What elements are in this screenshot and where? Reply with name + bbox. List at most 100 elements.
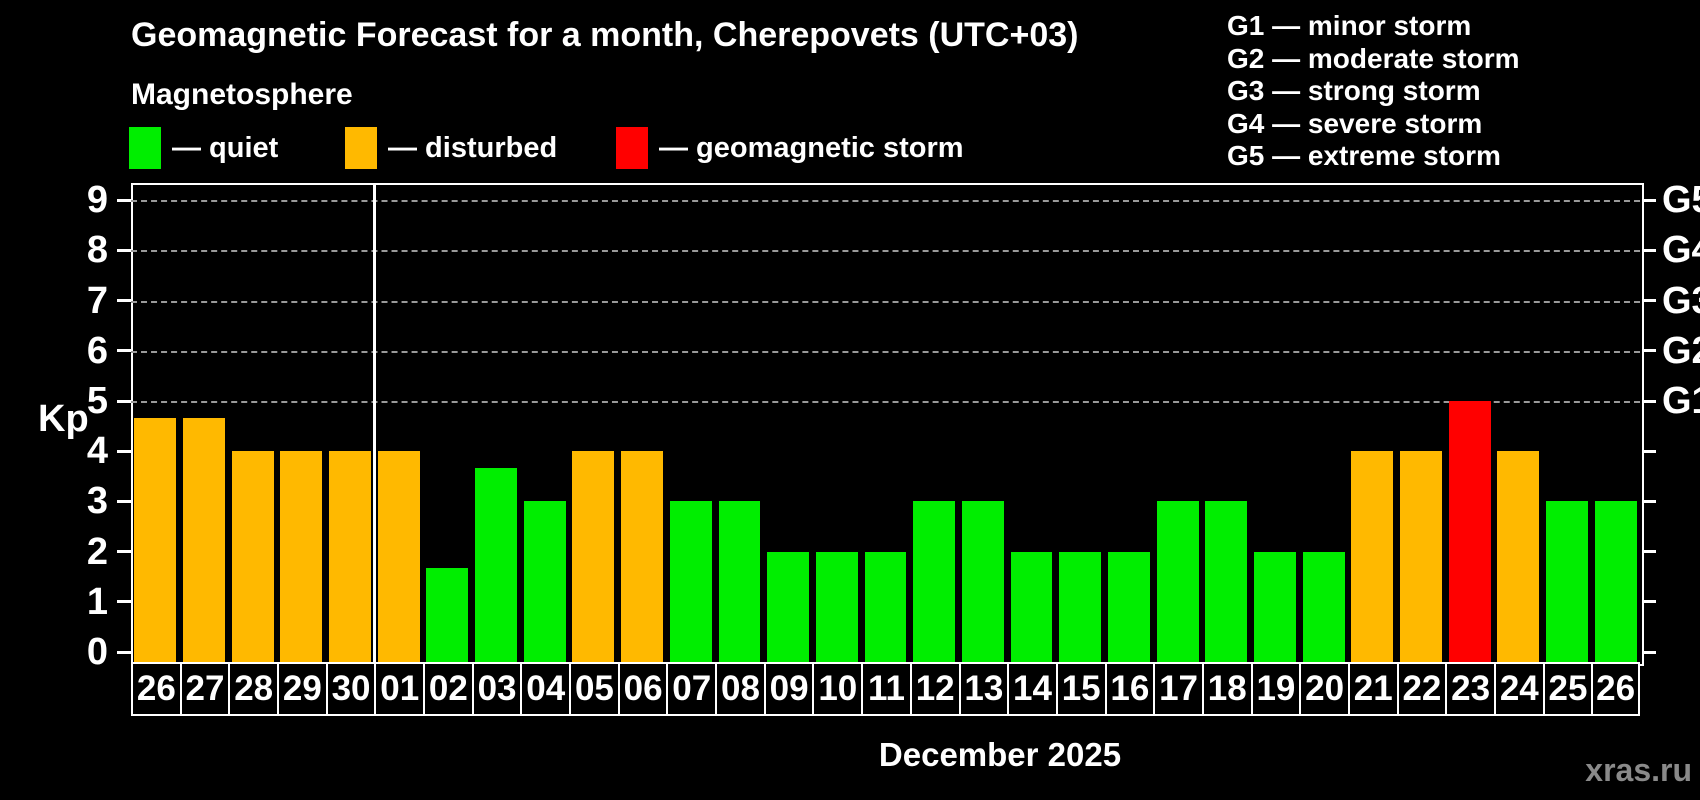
y-tick-label-8: 8 [86,229,108,272]
chart-subtitle: Magnetosphere [131,78,353,111]
left-axis-tick [117,650,131,654]
bar-day-18 [1205,501,1248,662]
right-axis-tick [1642,248,1656,252]
month-separator-line [372,183,376,662]
right-axis-label-G5: G5 [1662,179,1700,222]
grid-line-5 [131,401,1640,403]
y-tick-label-3: 3 [86,480,108,523]
x-tick-cell-23: 19 [1250,662,1302,716]
x-tick-cell-27: 23 [1445,662,1496,716]
left-axis-tick [117,399,131,403]
plot-area [131,183,1640,662]
y-tick-label-9: 9 [86,179,108,222]
right-axis-tick [1642,449,1656,453]
right-axis-label-G1: G1 [1662,380,1700,422]
x-tick-cell-14: 10 [812,662,864,716]
x-tick-cell-25: 21 [1347,662,1399,716]
x-tick-cell-6: 02 [423,662,474,716]
x-tick-cell-24: 20 [1299,662,1350,716]
x-tick-cell-1: 27 [179,662,231,716]
bar-day-24 [1497,451,1540,662]
y-tick-label-7: 7 [86,279,108,322]
y-tick-label-5: 5 [86,380,108,422]
x-tick-cell-5: 01 [374,662,426,716]
x-tick-cell-15: 11 [861,662,912,716]
g-scale-legend: G1 — minor storm G2 — moderate storm G3 — … [1227,10,1520,173]
right-axis-tick [1642,650,1656,654]
x-tick-cell-16: 12 [909,662,961,716]
bar-day-22 [1400,451,1442,662]
g-legend-line: G5 — extreme storm [1227,140,1501,171]
bar-day-04 [523,501,566,662]
x-tick-cell-10: 06 [617,662,669,716]
bar-day-02 [426,568,469,662]
bar-day-10 [815,551,858,662]
x-axis-title: December 2025 [878,736,1122,773]
left-axis-tick [117,449,131,453]
bar-day-13 [961,501,1004,662]
bar-day-17 [1156,501,1199,662]
grid-line-8 [131,250,1640,253]
bar-day-27 [183,417,225,662]
legend-label: — geomagnetic storm [659,132,964,164]
y-tick-label-0: 0 [86,631,108,673]
right-axis-tick [1642,499,1656,503]
x-tick-cell-21: 17 [1153,662,1204,716]
x-tick-cell-2: 28 [228,662,280,716]
bar-day-07 [669,501,712,662]
grid-line-6 [131,350,1640,353]
legend-swatch-quiet [129,127,161,169]
x-tick-cell-11: 07 [666,662,718,716]
right-axis-label-G2: G2 [1662,329,1700,372]
bar-day-25 [1546,501,1588,662]
bar-day-26 [134,417,177,662]
x-tick-cell-18: 14 [1007,662,1058,716]
bar-day-23 [1448,401,1491,662]
bar-day-21 [1351,451,1394,662]
g-legend-line: G3 — strong storm [1227,75,1481,106]
bar-day-08 [718,501,761,662]
y-axis-title: Kp [38,398,89,440]
bar-day-05 [572,451,615,662]
x-tick-cell-0: 26 [131,662,182,716]
grid-line-9 [131,200,1640,203]
right-axis-tick [1642,550,1656,554]
y-tick-label-6: 6 [86,329,108,372]
right-axis-tick [1642,349,1656,353]
x-tick-cell-29: 25 [1542,662,1594,716]
right-axis-tick [1642,299,1656,303]
right-axis-label-G4: G4 [1662,229,1700,272]
left-axis-tick [117,550,131,554]
x-tick-cell-3: 29 [277,662,328,716]
left-axis-tick [117,299,131,303]
bar-day-06 [621,451,664,662]
x-tick-cell-7: 03 [471,662,523,716]
x-tick-cell-28: 24 [1493,662,1545,716]
x-tick-cell-9: 05 [569,662,620,716]
y-tick-label-4: 4 [86,430,108,473]
bar-day-28 [231,451,274,662]
legend-swatch-storm [616,127,648,169]
bar-day-12 [913,501,956,662]
right-axis-tick [1642,399,1656,403]
left-axis-tick [117,600,131,604]
left-axis-tick [117,349,131,353]
watermark: xras.ru [1585,752,1692,788]
right-axis-tick [1642,198,1656,202]
chart-title: Geomagnetic Forecast for a month, Cherep… [131,16,1079,54]
left-axis-tick [117,248,131,252]
right-axis-label-G3: G3 [1662,279,1700,322]
legend-label: — disturbed [388,132,558,164]
left-axis-tick [117,499,131,503]
bar-day-16 [1107,551,1150,662]
x-tick-cell-4: 30 [325,662,377,716]
x-tick-cell-22: 18 [1201,662,1253,716]
x-tick-cell-30: 26 [1591,662,1640,716]
y-tick-label-2: 2 [86,530,108,573]
g-legend-line: G4 — severe storm [1227,107,1483,139]
bar-day-30 [329,451,371,662]
bar-day-03 [475,467,518,662]
bar-day-09 [767,551,810,662]
right-axis-tick [1642,600,1656,604]
g-legend-line: G1 — minor storm [1227,10,1472,41]
